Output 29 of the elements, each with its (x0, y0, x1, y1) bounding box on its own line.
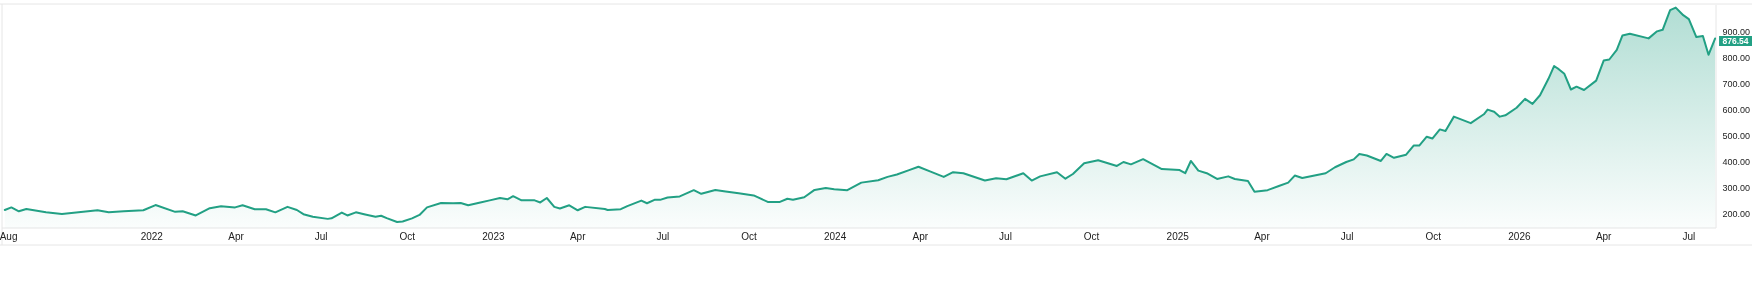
x-tick-label: Apr (912, 231, 929, 242)
x-tick-label: 2023 (482, 231, 506, 242)
x-tick-label: Apr (1595, 231, 1613, 242)
y-tick-label: 500.00 (1722, 131, 1750, 142)
y-tick-label: 200.00 (1722, 209, 1750, 220)
x-tick-label: Oct (1425, 231, 1442, 242)
y-tick-label: 600.00 (1722, 105, 1750, 116)
x-tick-label: 2026 (1508, 231, 1531, 242)
x-tick-label: Oct (1083, 231, 1100, 242)
x-tick-label: Aug (0, 231, 18, 242)
x-tick-label: Oct (399, 231, 416, 242)
y-tick-label: 400.00 (1722, 157, 1750, 168)
annotation: 876.54 (1722, 36, 1749, 46)
x-tick-label: Jul (314, 231, 328, 242)
x-tick-label: Oct (741, 231, 758, 242)
x-tick-label: Apr (1254, 231, 1271, 242)
y-tick-label: 700.00 (1722, 79, 1750, 90)
x-tick-label: 2025 (1166, 231, 1190, 242)
y-tick-label: 300.00 (1722, 183, 1750, 194)
x-tick-label: Jul (999, 231, 1012, 242)
y-tick-label: 900.00 (1722, 26, 1750, 37)
x-tick-label: Apr (569, 231, 587, 242)
x-tick-label: Jul (656, 231, 670, 242)
x-tick-label: Jul (1340, 231, 1354, 242)
x-tick-label: Apr (228, 231, 245, 242)
x-tick-label: 2022 (140, 231, 164, 242)
x-tick-label: Jul (1682, 231, 1696, 242)
x-tick-label: 2024 (824, 231, 847, 242)
y-tick-label: 800.00 (1722, 52, 1750, 63)
